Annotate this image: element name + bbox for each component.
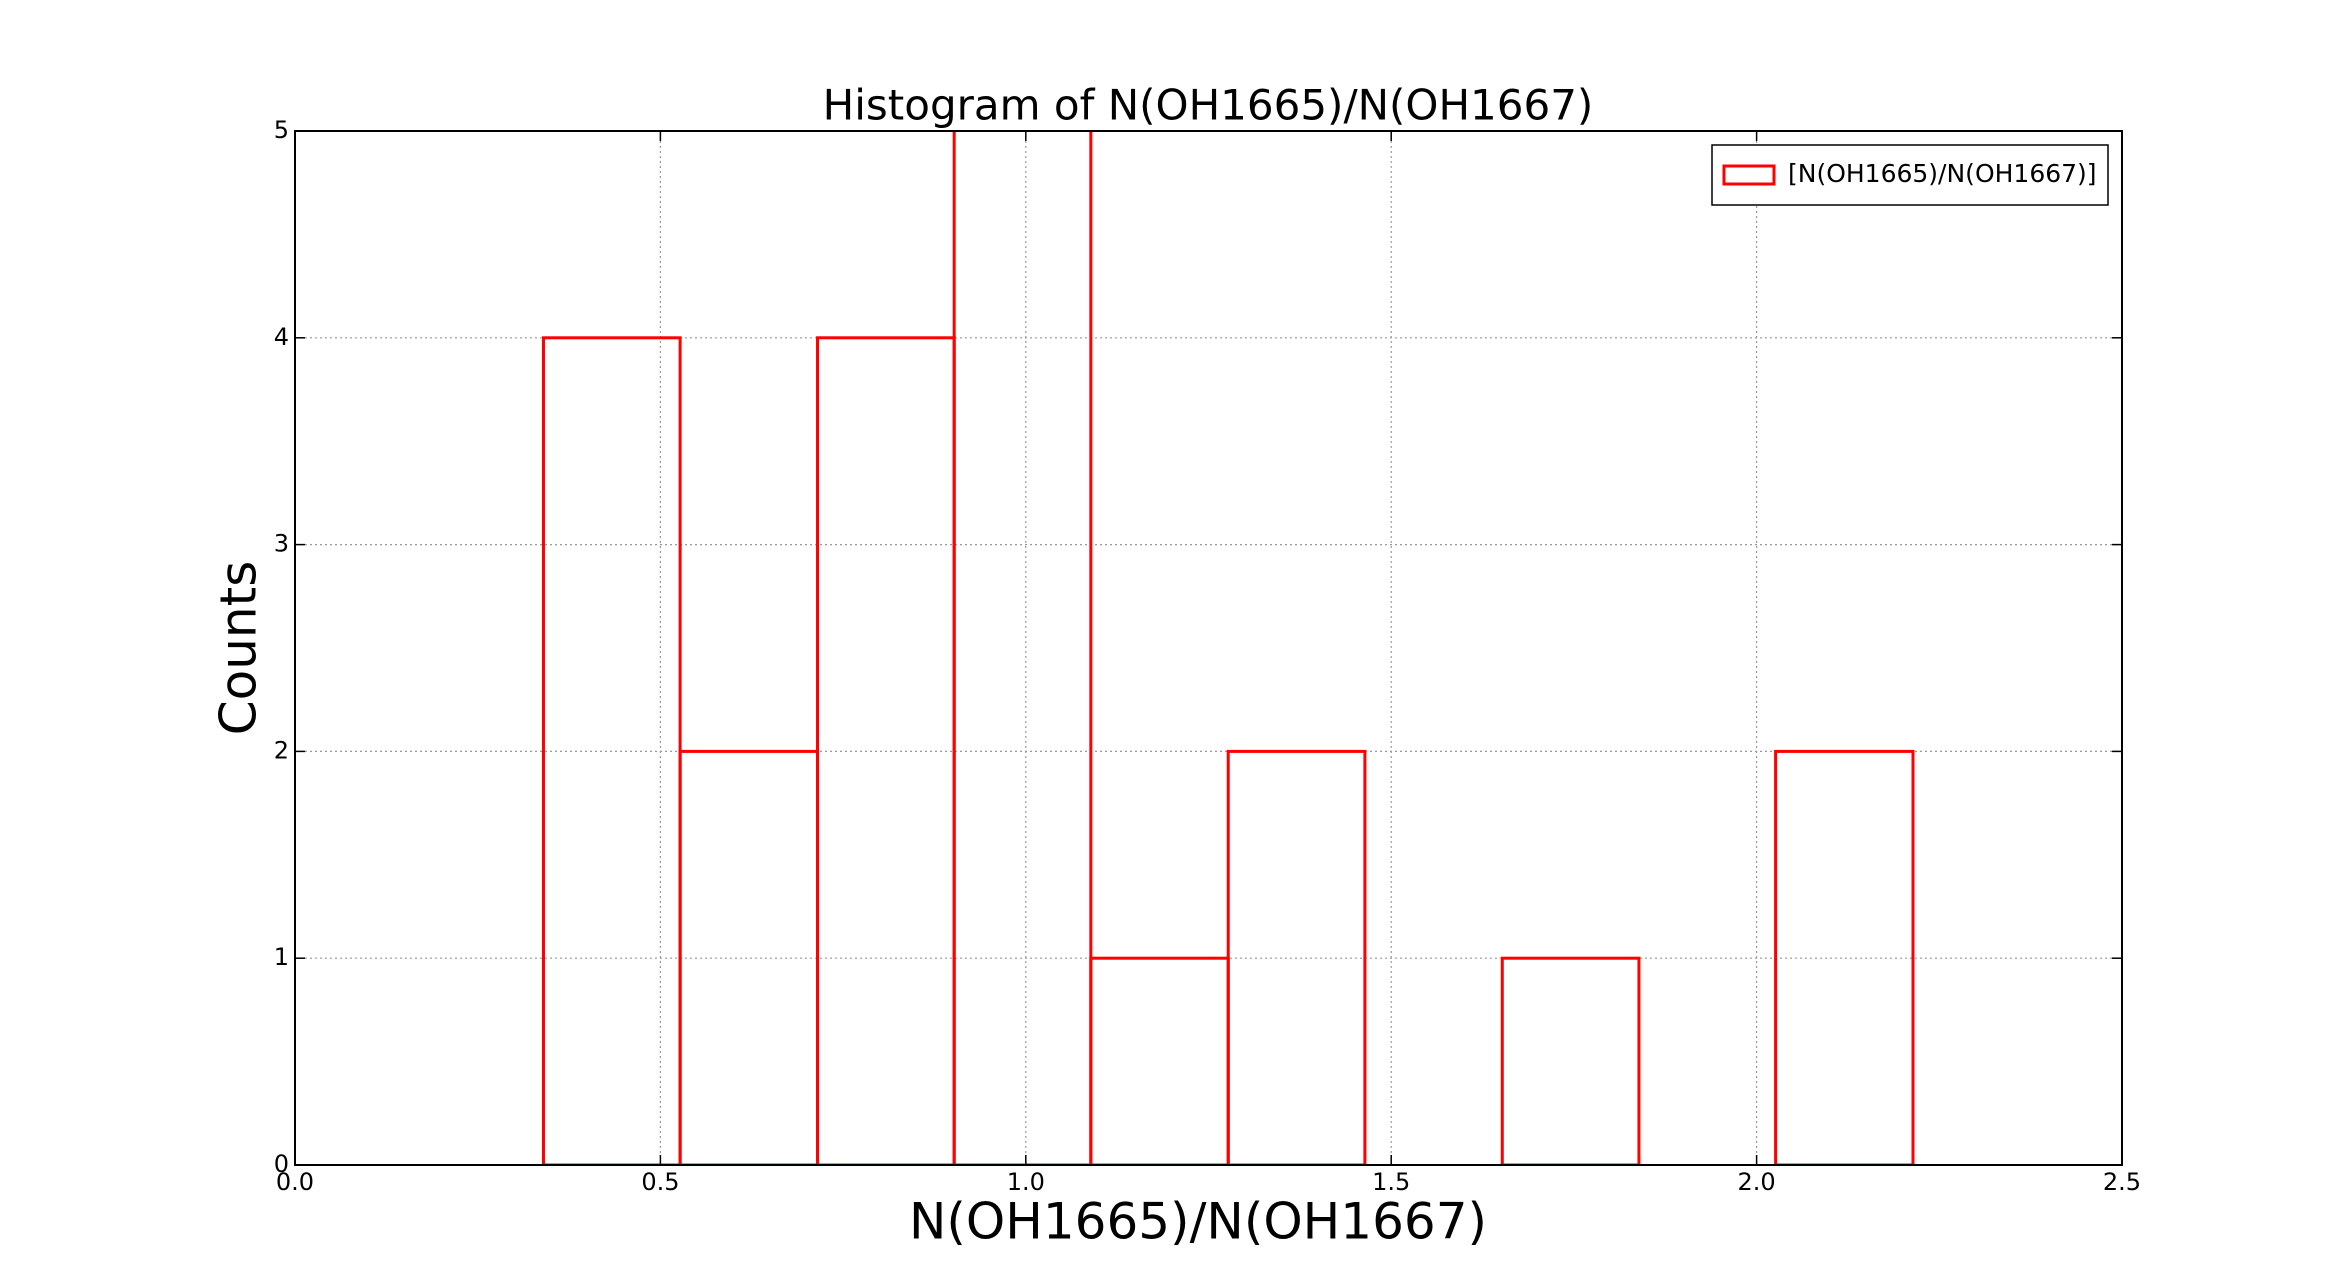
- legend-swatch: [1722, 164, 1776, 186]
- y-tick-label: 3: [274, 530, 289, 558]
- y-tick-label: 0: [274, 1150, 289, 1178]
- legend: [N(OH1665)/N(OH1667)]: [1711, 144, 2109, 206]
- histogram-bar: [1774, 749, 1915, 1165]
- x-tick-label: 1.5: [1372, 1168, 1410, 1196]
- y-tick-label: 5: [274, 116, 289, 144]
- y-tick-label: 1: [274, 943, 289, 971]
- histogram-bar: [1500, 956, 1641, 1165]
- ticks: 0.0 0.5 1.0 1.5 2.0 2.5 0 1 2 3 4 5: [274, 116, 2141, 1196]
- histogram-bar: [1226, 749, 1367, 1165]
- chart-title: Histogram of N(OH1665)/N(OH1667): [823, 81, 1594, 130]
- grid: [294, 130, 2123, 1166]
- bars: [541, 131, 1915, 1165]
- y-tick-label: 2: [274, 736, 289, 764]
- y-axis-label: Counts: [210, 561, 268, 736]
- plot-frame: [294, 130, 2123, 1166]
- x-tick-label: 0.5: [641, 1168, 679, 1196]
- x-tick-label: 2.0: [1738, 1168, 1776, 1196]
- y-tick-label: 4: [274, 323, 289, 351]
- x-axis-label: N(OH1665)/N(OH1667): [909, 1193, 1487, 1251]
- legend-label: [N(OH1665)/N(OH1667)]: [1788, 159, 2097, 188]
- x-tick-label: 0.0: [276, 1168, 314, 1196]
- histogram-bar: [952, 131, 1093, 1165]
- x-tick-label: 2.5: [2103, 1168, 2141, 1196]
- histogram-bar: [1089, 956, 1230, 1165]
- legend-box: [1711, 144, 2109, 206]
- x-tick-label: 1.0: [1007, 1168, 1045, 1196]
